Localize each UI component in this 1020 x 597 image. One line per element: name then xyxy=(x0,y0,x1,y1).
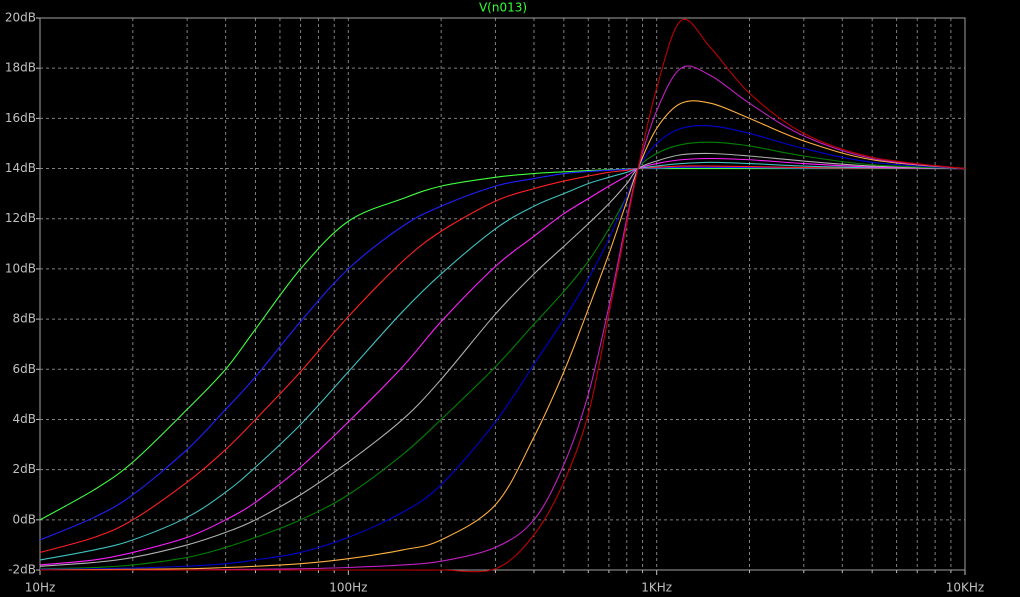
y-tick-label: 6dB xyxy=(13,362,36,376)
curve xyxy=(39,161,966,561)
y-tick-label: 20dB xyxy=(5,11,36,25)
chart-title: V(n013) xyxy=(479,1,527,15)
curve xyxy=(40,18,966,573)
curve xyxy=(39,152,966,567)
curve xyxy=(39,167,965,521)
y-tick-label: 10dB xyxy=(5,261,36,275)
plot-frame xyxy=(39,17,966,571)
curve xyxy=(39,165,966,553)
y-tick-label: 18dB xyxy=(5,61,36,75)
x-tick-label: 10Hz xyxy=(25,581,56,595)
y-tick-label: -2dB xyxy=(8,563,36,577)
x-tick-label: 10KHz xyxy=(946,581,984,595)
y-tick-label: 12dB xyxy=(5,211,36,225)
x-tick-label: 1KHz xyxy=(641,581,672,595)
y-tick-label: 2dB xyxy=(13,462,36,476)
y-tick-label: 14dB xyxy=(5,161,36,175)
curve xyxy=(39,157,966,566)
y-tick-label: 8dB xyxy=(13,312,36,326)
curve xyxy=(39,166,966,541)
y-tick-label: 16dB xyxy=(5,111,36,125)
curve xyxy=(39,124,966,570)
y-tick-label: 4dB xyxy=(13,412,36,426)
curve xyxy=(39,141,966,570)
y-tick-label: 0dB xyxy=(13,512,36,526)
curve xyxy=(39,100,966,571)
x-tick-label: 100Hz xyxy=(329,581,367,595)
grid xyxy=(39,17,966,571)
